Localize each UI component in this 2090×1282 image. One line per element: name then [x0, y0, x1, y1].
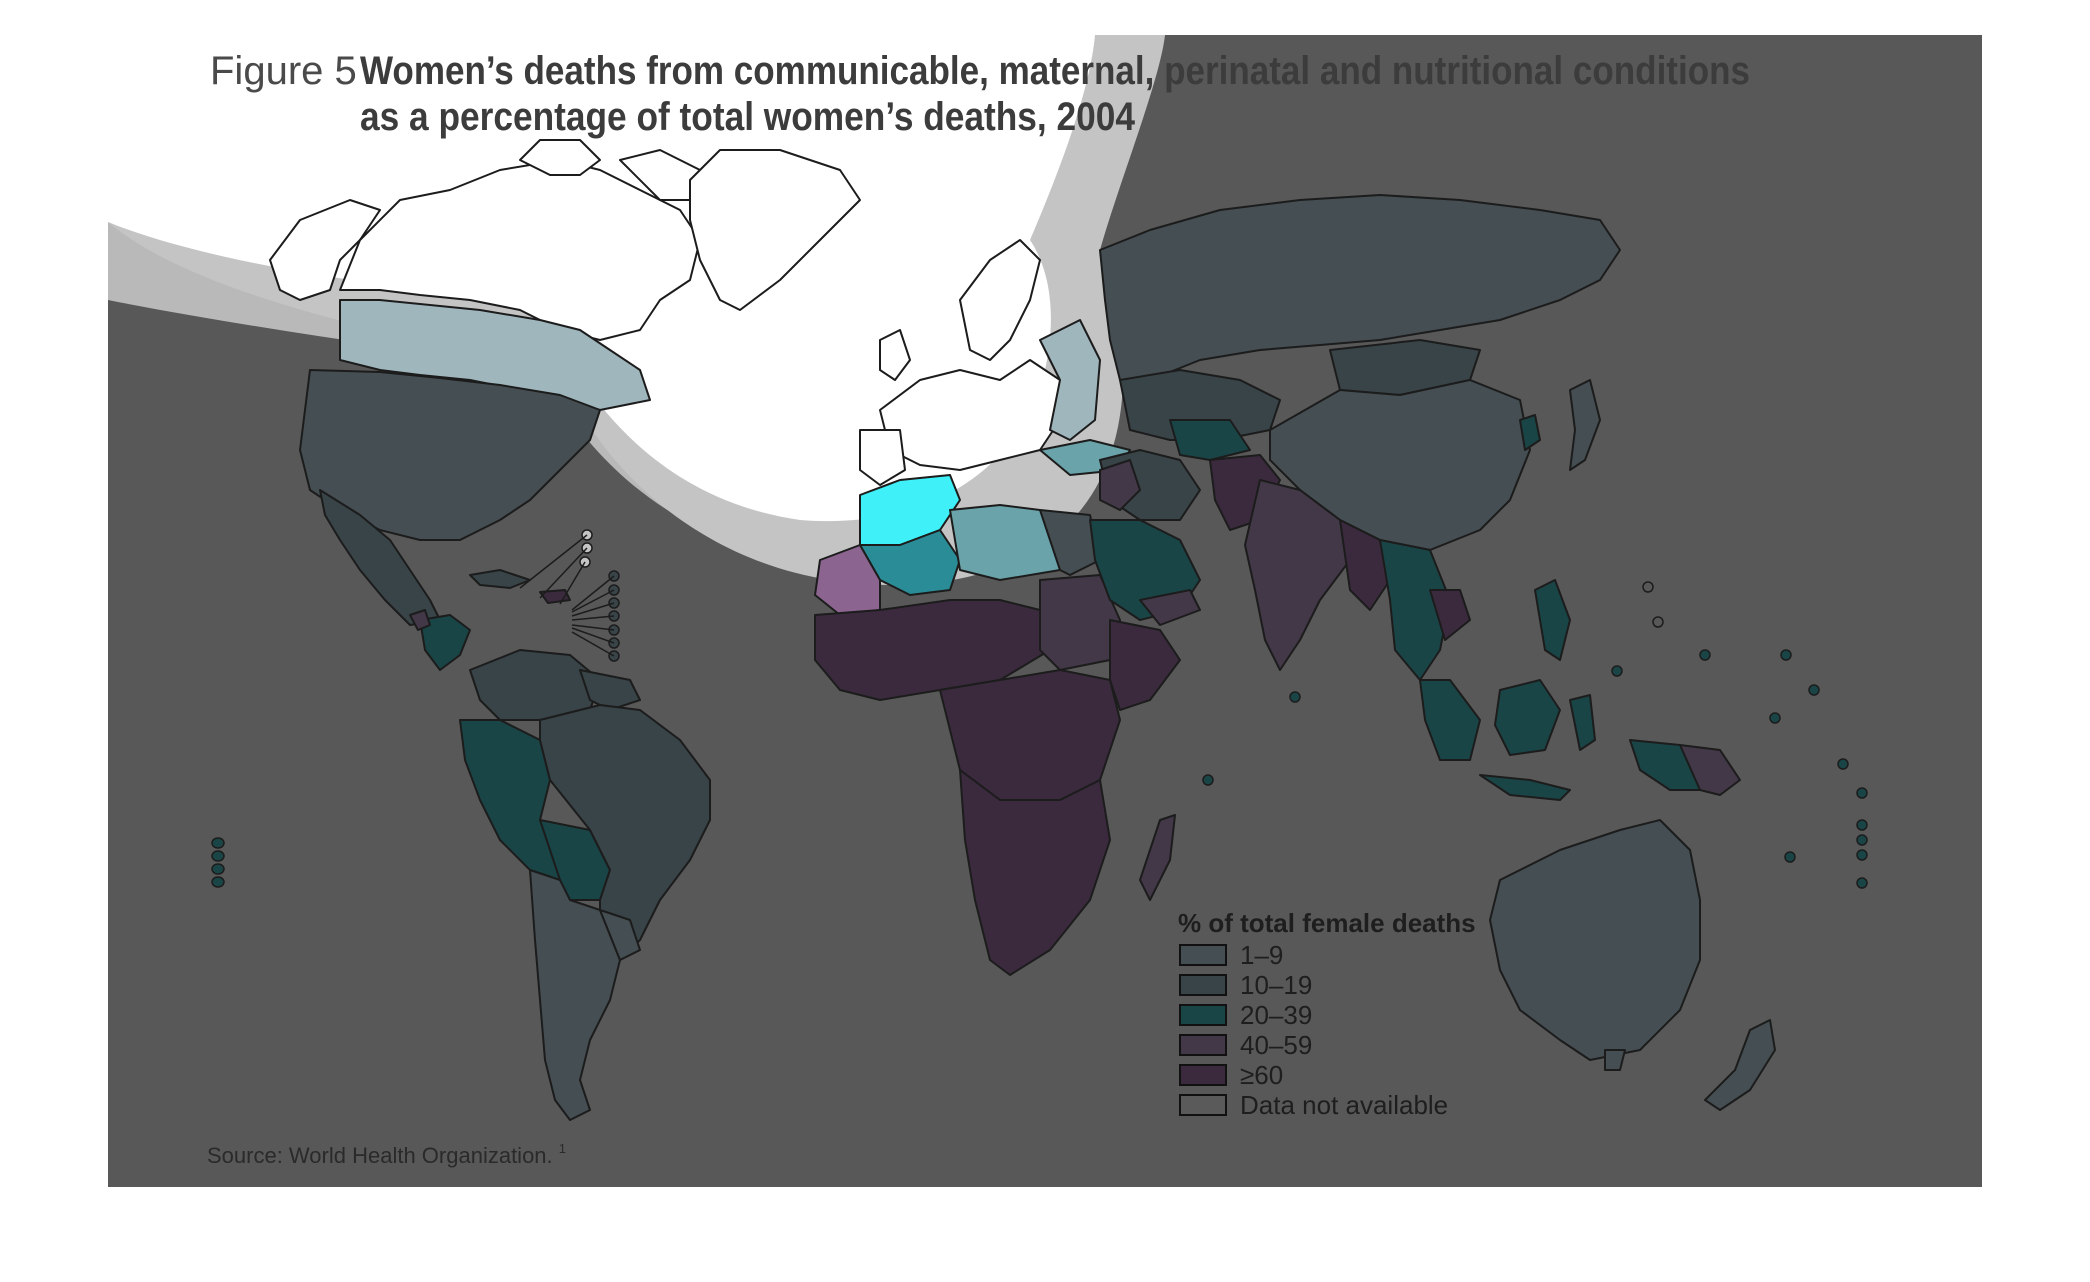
legend-swatch	[1179, 1094, 1227, 1116]
madagascar	[1139, 814, 1176, 901]
south-america	[459, 649, 711, 1121]
legend-label: 20–39	[1240, 1000, 1312, 1030]
borneo	[1494, 679, 1561, 756]
southeast-asia	[1379, 539, 1451, 681]
figure-title-line2: as a percentage of total women’s deaths,…	[360, 95, 1136, 139]
arctic-islands	[519, 139, 601, 176]
malaysia-sumatra	[1419, 679, 1481, 761]
uk-ireland	[879, 329, 911, 381]
guianas	[579, 669, 641, 711]
java	[1479, 774, 1571, 801]
japan	[1569, 379, 1601, 471]
alaska	[269, 199, 381, 301]
eastern-europe-tinted	[1039, 319, 1101, 441]
africa	[814, 474, 1181, 976]
sulawesi	[1569, 694, 1596, 751]
source-note: Source: World Health Organization. 1	[207, 1141, 566, 1168]
europe	[859, 239, 1131, 486]
legend-title: % of total female deaths	[1178, 908, 1476, 938]
png	[1679, 744, 1741, 796]
legend-label: Data not available	[1240, 1090, 1448, 1120]
figure-label: Figure 5	[210, 49, 357, 93]
caribbean-callout	[519, 529, 620, 662]
guatemala	[409, 609, 431, 631]
cambodia-laos	[1429, 589, 1471, 641]
legend-label: 1–9	[1240, 940, 1283, 970]
yemen	[1139, 589, 1201, 626]
tasmania	[1604, 1049, 1626, 1071]
north-america	[269, 139, 861, 671]
india	[1244, 479, 1351, 671]
algeria-south	[859, 529, 961, 596]
uzbek-turkmen	[1169, 419, 1251, 461]
cuba	[469, 569, 531, 589]
egypt	[1039, 509, 1101, 576]
argentina-chile	[529, 869, 621, 1121]
greenland	[689, 149, 861, 311]
iraq-syria	[1099, 459, 1141, 511]
bangladesh-myanmar	[1339, 519, 1391, 611]
brazil	[539, 704, 711, 961]
legend-label: 10–19	[1240, 970, 1312, 1000]
legend-swatch	[1179, 1034, 1227, 1056]
australia	[1489, 819, 1701, 1061]
legend-swatch	[1179, 1064, 1227, 1086]
sahel-west-africa	[814, 599, 1051, 701]
uruguay-paraguay	[599, 909, 641, 961]
korea	[1519, 414, 1541, 451]
oceania	[1489, 819, 1776, 1111]
legend-swatch	[1179, 974, 1227, 996]
legend-swatch	[1179, 1004, 1227, 1026]
canada-south	[339, 299, 651, 411]
legend-label: 40–59	[1240, 1030, 1312, 1060]
figure-title-line1: Women’s deaths from communicable, matern…	[360, 49, 1750, 93]
source-text: Source: World Health Organization.	[207, 1143, 553, 1168]
scandinavia	[959, 239, 1041, 361]
pacific-islands-right	[1202, 581, 1868, 889]
source-superscript: 1	[559, 1141, 566, 1156]
philippines	[1534, 579, 1571, 661]
asia	[1089, 194, 1741, 801]
legend-swatch	[1179, 944, 1227, 966]
legend-label: ≥60	[1240, 1060, 1283, 1090]
central-america	[419, 614, 471, 671]
pacific-islands-left	[211, 837, 225, 888]
canada	[339, 159, 701, 341]
southern-africa	[959, 769, 1111, 976]
new-zealand	[1704, 1019, 1776, 1111]
legend: % of total female deaths 1–910–1920–3940…	[1178, 908, 1476, 1120]
iberia	[859, 429, 906, 486]
